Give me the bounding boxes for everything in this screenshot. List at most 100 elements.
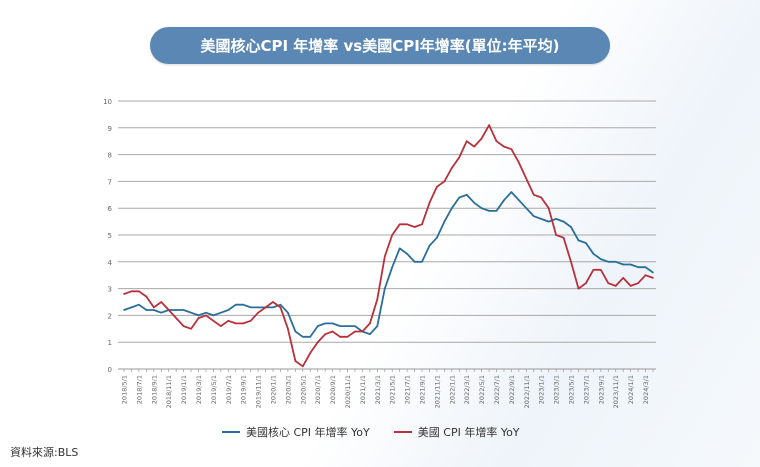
data-point (592, 252, 595, 255)
data-point (465, 140, 468, 142)
data-point (324, 333, 326, 335)
y-tick-label: 10 (103, 98, 112, 106)
data-point (190, 311, 192, 314)
data-point (316, 325, 319, 327)
data-point (354, 325, 356, 327)
data-point (391, 234, 394, 236)
data-point (383, 255, 386, 258)
data-point (644, 274, 647, 277)
data-point (555, 218, 557, 220)
data-point (309, 336, 312, 338)
x-tick-label: 2023/5/1 (568, 375, 576, 404)
legend-item-cpi[interactable]: 美國 CPI 年增率 YoY (393, 424, 520, 440)
x-tick-label: 2020/3/1 (284, 375, 292, 404)
x-tick-label: 2019/9/1 (240, 375, 248, 404)
data-point (532, 215, 535, 218)
data-point (309, 352, 312, 354)
x-tick-label: 2018/11/1 (165, 375, 173, 408)
data-point (138, 290, 140, 293)
x-tick-label: 2023/7/1 (582, 375, 590, 404)
data-point (532, 194, 535, 196)
x-tick-label: 2024/1/1 (627, 375, 635, 404)
data-point (443, 220, 446, 223)
data-point (391, 266, 394, 268)
data-point (361, 330, 364, 333)
x-tick-label: 2019/3/1 (195, 375, 203, 404)
data-point (242, 322, 245, 325)
data-point (279, 306, 282, 309)
data-point (197, 314, 200, 317)
data-point (331, 330, 334, 333)
data-point (614, 261, 617, 263)
data-point (376, 325, 379, 327)
data-point (197, 317, 200, 319)
data-point (369, 322, 371, 325)
y-tick-label: 1 (108, 339, 112, 347)
x-tick-label: 2021/11/1 (433, 375, 441, 408)
data-point (652, 277, 654, 279)
data-point (518, 199, 520, 201)
data-point (644, 266, 647, 268)
data-point (480, 137, 483, 140)
data-point (249, 319, 252, 322)
x-tick-label: 2020/9/1 (329, 375, 337, 404)
data-point (123, 309, 125, 311)
data-point (324, 322, 326, 325)
data-point (570, 226, 572, 228)
data-point (473, 202, 475, 204)
chart-title: 美國核心CPI 年增率 vs美國CPI年增率(單位:年平均) (150, 27, 610, 64)
y-tick-label: 9 (108, 125, 112, 133)
data-point (652, 271, 654, 274)
x-tick-label: 2022/7/1 (493, 375, 501, 404)
data-point (622, 263, 624, 266)
x-tick-label: 2022/11/1 (523, 375, 531, 408)
data-point (428, 244, 431, 247)
data-point (518, 161, 520, 164)
x-tick-label: 2020/5/1 (299, 375, 307, 404)
x-tick-label: 2018/9/1 (150, 375, 158, 404)
data-point (212, 319, 215, 322)
data-point (346, 325, 349, 327)
data-point (443, 180, 446, 183)
series-line-core-cpi (123, 191, 654, 338)
x-tick-label: 2022/3/1 (463, 375, 471, 404)
data-point (436, 185, 438, 188)
data-point (287, 311, 289, 314)
data-point (570, 261, 572, 263)
series-line-cpi (123, 124, 654, 368)
data-point (495, 140, 498, 142)
data-point (175, 317, 177, 319)
x-tick-label: 2020/1/1 (270, 375, 278, 404)
data-point (294, 360, 297, 362)
data-point (421, 261, 423, 263)
source-note: 資料來源:BLS (10, 446, 79, 459)
y-tick-label: 8 (108, 152, 112, 160)
y-tick-label: 6 (108, 205, 113, 213)
data-point (458, 156, 461, 159)
x-tick-label: 2018/5/1 (121, 375, 129, 404)
legend-item-core-cpi[interactable]: 美國核心 CPI 年增率 YoY (222, 424, 370, 440)
x-tick-label: 2021/5/1 (389, 375, 397, 404)
x-tick-label: 2023/9/1 (597, 375, 605, 404)
data-point (510, 191, 513, 193)
data-point (510, 148, 513, 151)
data-point (488, 124, 490, 126)
data-point (585, 282, 587, 285)
data-point (555, 234, 557, 236)
data-point (234, 303, 237, 306)
data-point (480, 207, 483, 209)
data-point (130, 306, 133, 309)
x-tick-label: 2022/9/1 (508, 375, 516, 404)
data-point (272, 301, 274, 303)
data-point (607, 282, 610, 285)
data-point (622, 277, 624, 279)
x-tick-label: 2023/1/1 (538, 375, 546, 404)
data-point (175, 309, 177, 311)
data-point (138, 303, 140, 306)
data-point (383, 287, 386, 290)
data-point (607, 261, 610, 263)
data-point (220, 311, 222, 314)
legend-swatch-blue (222, 431, 240, 433)
